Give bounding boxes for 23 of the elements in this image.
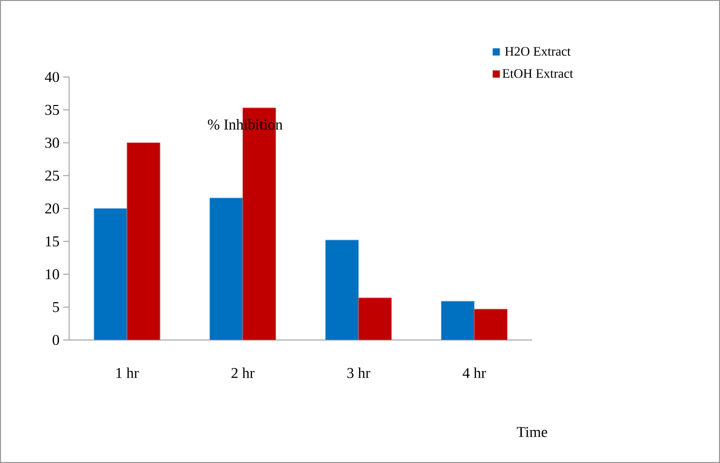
x-axis-title: Time bbox=[516, 427, 548, 438]
y-tick-label: 25 bbox=[45, 170, 60, 181]
bar bbox=[440, 300, 474, 340]
bar bbox=[358, 298, 392, 340]
x-tick-label: 3 hr bbox=[347, 368, 370, 378]
y-tick-label: 20 bbox=[45, 203, 60, 214]
y-tick-label: 30 bbox=[45, 138, 60, 148]
y-tick-label: 35 bbox=[45, 104, 60, 115]
bar bbox=[325, 240, 359, 340]
bar bbox=[94, 208, 128, 340]
legend-label: H2O Extract bbox=[505, 47, 571, 56]
y-tick-label: 5 bbox=[52, 302, 60, 312]
y-tick-label: 40 bbox=[44, 72, 60, 82]
x-tick-label: 4 hr bbox=[462, 368, 486, 378]
y-tick-label: 0 bbox=[52, 334, 60, 346]
y-tick-label: 10 bbox=[46, 269, 60, 280]
bar bbox=[126, 142, 160, 340]
bar bbox=[474, 308, 508, 340]
legend-label: EtOH Extract bbox=[502, 69, 574, 78]
bar bbox=[210, 198, 244, 340]
y-tick-label: 15 bbox=[46, 236, 60, 246]
x-tick-label: 2 hr bbox=[232, 368, 254, 378]
x-tick-label: 1 hr bbox=[116, 368, 139, 378]
